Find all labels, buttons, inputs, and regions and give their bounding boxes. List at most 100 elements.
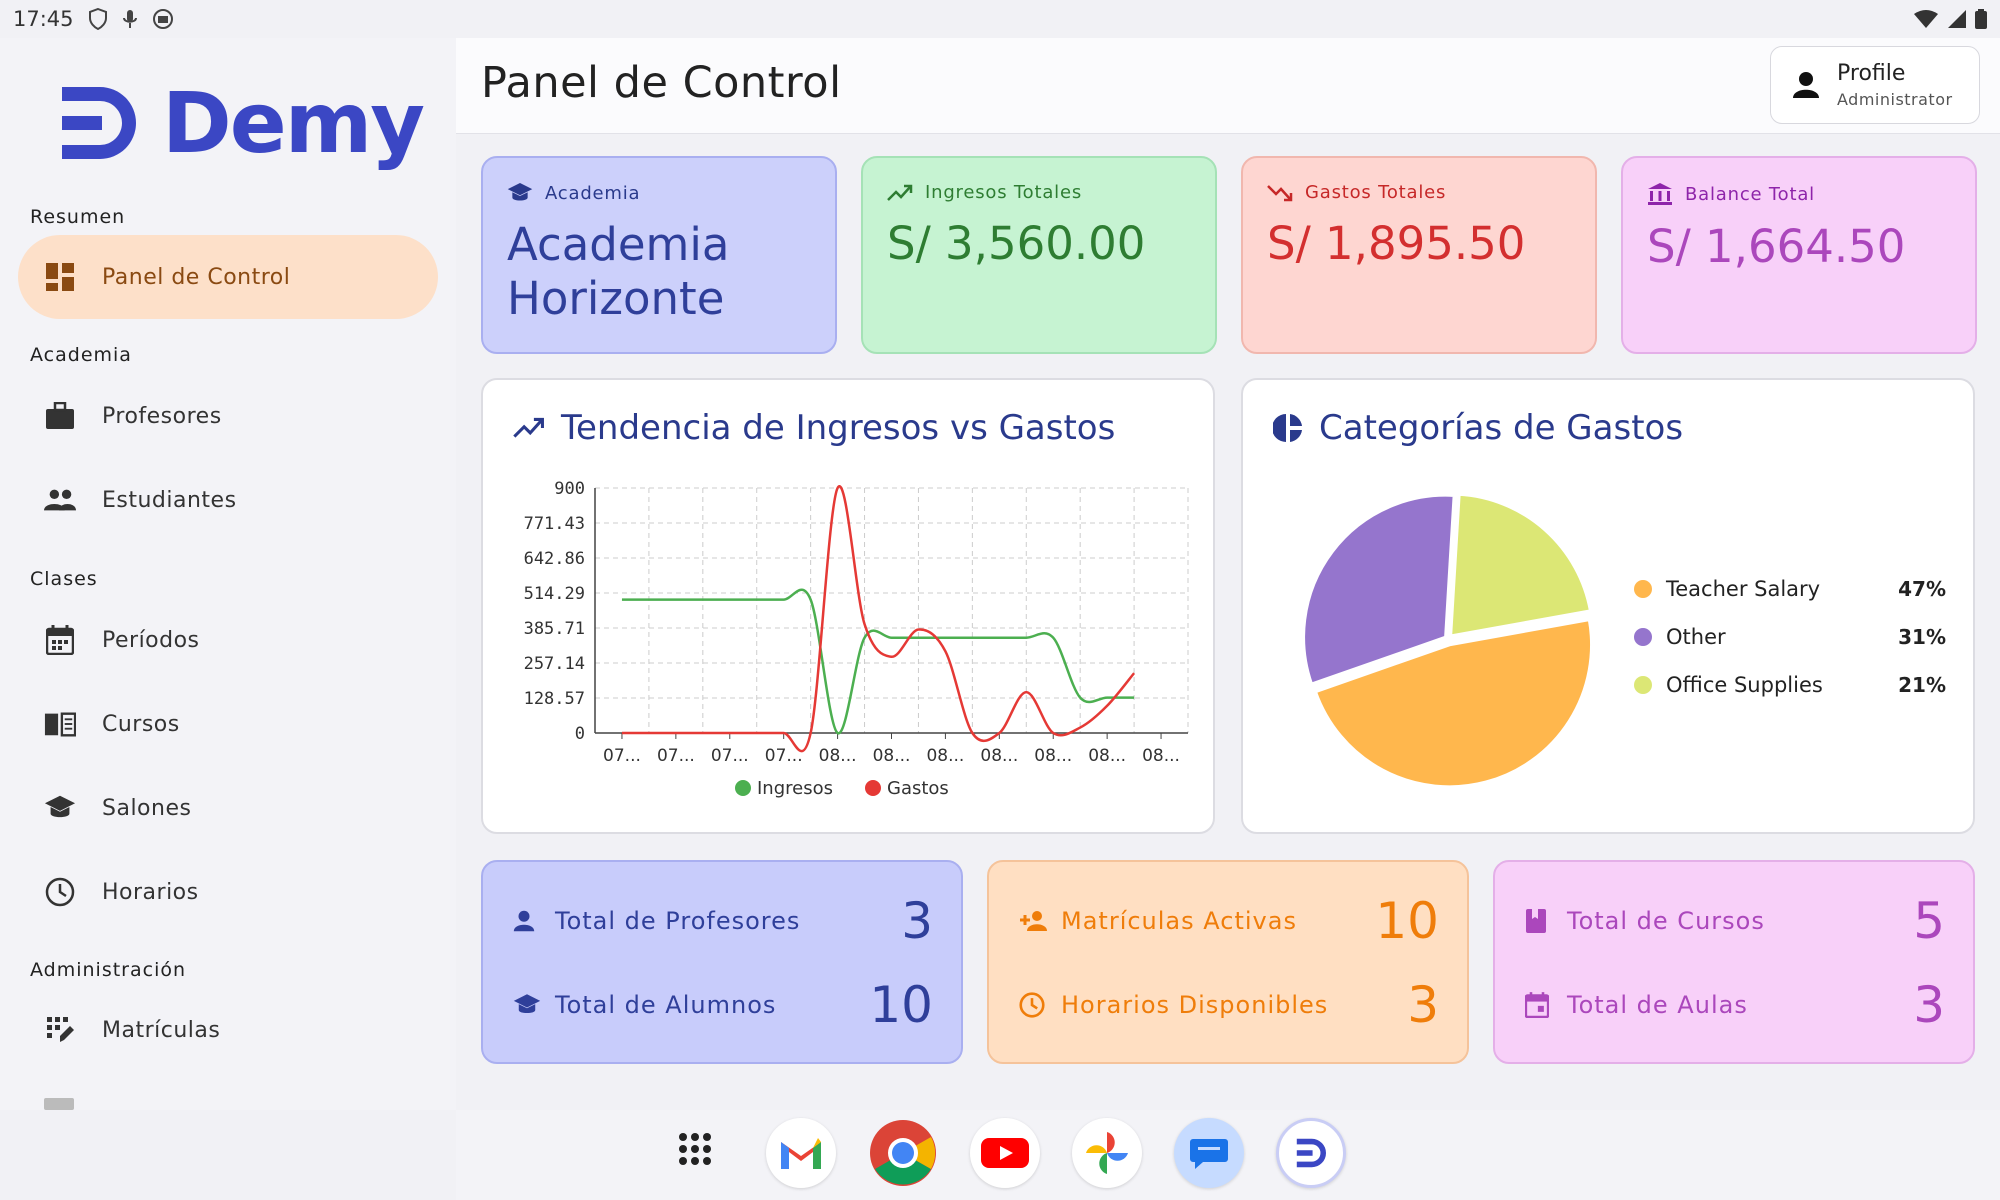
legend-other: Other 31% [1634,625,1946,649]
sidebar-item-periodos[interactable]: Períodos [18,598,438,682]
legend-label: Teacher Salary [1666,577,1821,601]
summary-value: 5 [1913,892,1945,950]
calendar-icon [44,624,76,656]
legend-dot [1634,580,1652,598]
stat-card-balance: Balance Total S/ 1,664.50 [1621,156,1977,354]
sidebar: Demy Resumen Panel de Control Academia P… [0,38,456,1110]
app-logo: Demy [60,74,425,172]
sidebar-item-profesores[interactable]: Profesores [18,374,438,458]
chrome-icon[interactable] [868,1118,938,1188]
y-tick-label: 0 [575,724,585,744]
stat-label: Balance Total [1685,183,1815,205]
panel-title-text: Tendencia de Ingresos vs Gastos [561,408,1116,448]
app-status-icon [152,9,173,29]
summary-label: Total de Profesores [555,907,801,935]
x-tick-label: 08... [1034,746,1072,766]
panel-title-text: Categorías de Gastos [1319,408,1684,448]
stat-card-academia: Academia Academia Horizonte [481,156,837,354]
gmail-icon[interactable] [766,1118,836,1188]
app-drawer-icon[interactable] [664,1118,734,1188]
stat-label: Ingresos Totales [925,182,1083,203]
sidebar-item-matriculas[interactable]: Matrículas [18,988,438,1072]
sidebar-item-partial [44,1098,74,1110]
logo-text: Demy [162,74,425,172]
person-icon [1793,72,1819,98]
summary-row-cursos: Total de Cursos 5 [1525,892,1945,950]
trending-down-icon [1267,184,1293,201]
sidebar-item-panel-de-control[interactable]: Panel de Control [18,235,438,319]
x-tick-label: 07... [765,746,803,766]
summary-label: Matrículas Activas [1061,907,1297,935]
shield-icon [88,8,107,30]
legend-label-gastos: Gastos [887,778,949,799]
sidebar-item-label: Cursos [102,711,180,737]
page-title: Panel de Control [481,58,842,108]
x-tick-label: 07... [711,746,749,766]
trending-up-icon [887,184,913,201]
section-title-clases: Clases [30,568,98,590]
section-title-resumen: Resumen [30,206,126,228]
summary-card-enrollment: Matrículas Activas 10 Horarios Disponibl… [987,860,1469,1064]
y-tick-label: 257.14 [524,654,585,674]
sidebar-item-salones[interactable]: Salones [18,766,438,850]
x-tick-label: 07... [603,746,641,766]
messages-icon[interactable] [1174,1118,1244,1188]
stat-card-ingresos: Ingresos Totales S/ 3,560.00 [861,156,1217,354]
status-time: 17:45 [13,7,74,31]
x-tick-label: 08... [1088,746,1126,766]
grid-icon [44,1014,76,1046]
person-icon [513,910,535,932]
app-dock [456,1110,2000,1200]
summary-value: 3 [1913,976,1945,1034]
x-tick-label: 08... [1142,746,1180,766]
y-tick-label: 642.86 [524,549,585,569]
school-icon [507,183,533,201]
stat-label: Gastos Totales [1305,182,1447,203]
bank-icon [1648,183,1672,205]
y-tick-label: 771.43 [524,514,585,534]
summary-label: Total de Cursos [1567,907,1765,935]
x-tick-label: 08... [926,746,964,766]
profile-role: Administrator [1837,90,1953,109]
profile-button[interactable]: Profile Administrator [1770,46,1980,124]
legend-label: Other [1666,625,1726,649]
series-line-ingresos [621,588,1135,735]
sidebar-item-horarios[interactable]: Horarios [18,850,438,934]
summary-value: 3 [1407,976,1439,1034]
stat-card-gastos: Gastos Totales S/ 1,895.50 [1241,156,1597,354]
battery-icon [1975,9,1987,29]
demy-app-icon[interactable] [1276,1118,1346,1188]
line-chart: 0 128.57 257.14 385.71 514.29 642.86 771.43 900… [524,479,1189,799]
summary-value: 10 [1375,892,1439,950]
stat-value: S/ 3,560.00 [887,217,1146,270]
x-tick-label: 08... [873,746,911,766]
pie-chart [1302,492,1593,789]
legend-value: 21% [1898,673,1946,697]
photos-icon[interactable] [1072,1118,1142,1188]
summary-card-people: Total de Profesores 3 Total de Alumnos 1… [481,860,963,1064]
y-tick-label: 514.29 [524,584,585,604]
wifi-icon [1914,10,1938,28]
youtube-icon[interactable] [970,1118,1040,1188]
pie-chart-icon [1273,414,1302,442]
pie-slice-teacher-salary [1313,617,1593,789]
stat-value: S/ 1,895.50 [1267,217,1526,270]
x-tick-label: 07... [657,746,695,766]
status-bar: 17:45 [0,0,2000,38]
summary-label: Horarios Disponibles [1061,991,1329,1019]
sidebar-item-label: Estudiantes [102,487,237,513]
clock-icon [1019,992,1045,1018]
sidebar-item-cursos[interactable]: Cursos [18,682,438,766]
sidebar-item-label: Profesores [102,403,222,429]
person-add-icon [1020,911,1047,931]
summary-row-profesores: Total de Profesores 3 [513,892,933,950]
sidebar-item-estudiantes[interactable]: Estudiantes [18,458,438,542]
summary-row-horarios: Horarios Disponibles 3 [1019,976,1439,1034]
sidebar-item-label: Panel de Control [102,264,291,290]
summary-value: 3 [901,892,933,950]
legend-marker-ingresos [735,780,751,796]
legend-dot [1634,676,1652,694]
y-tick-label: 128.57 [524,689,585,709]
y-tick-label: 900 [554,479,585,499]
signal-icon [1948,10,1966,28]
